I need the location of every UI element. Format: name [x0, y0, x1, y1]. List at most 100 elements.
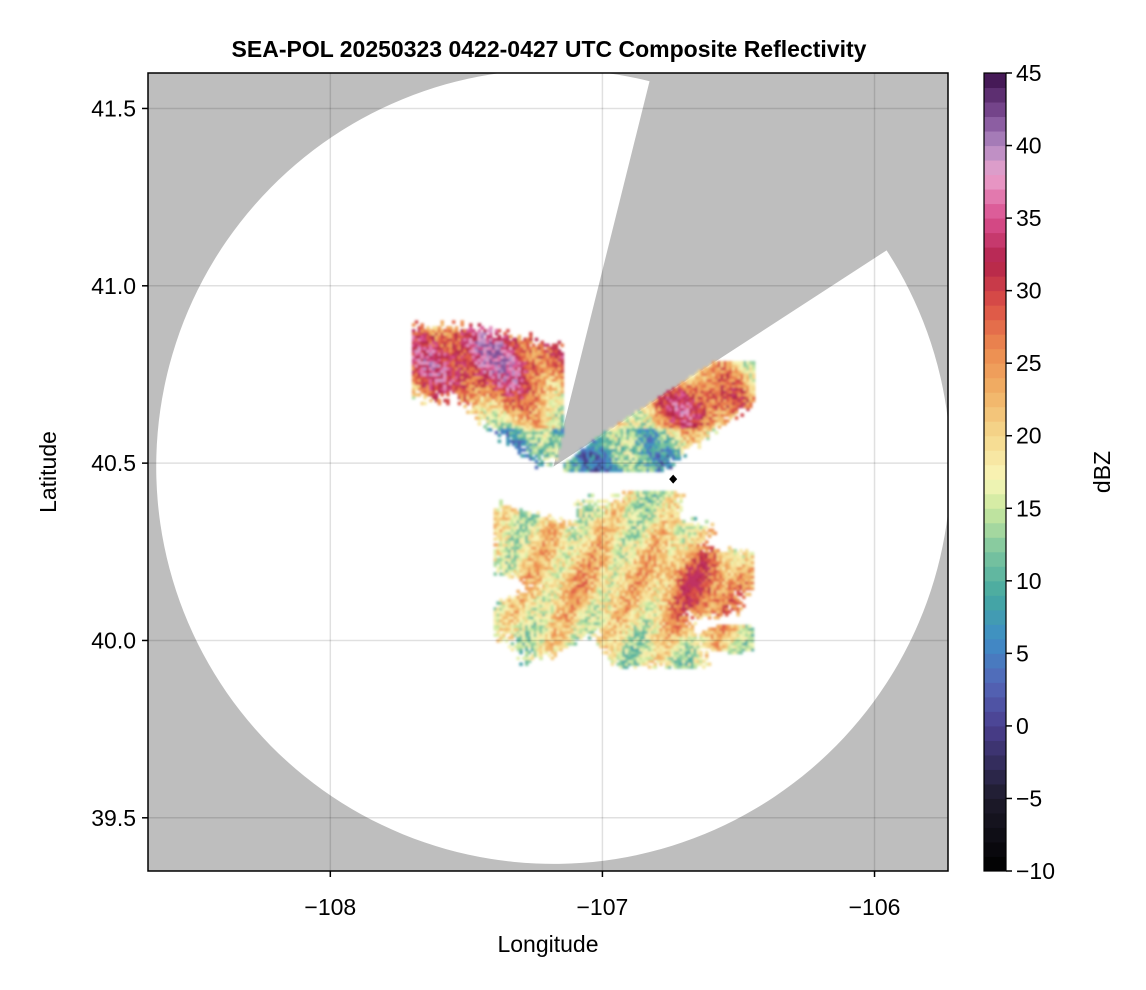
- echo-cell: [723, 407, 727, 412]
- echo-cell: [525, 537, 529, 541]
- echo-cell: [536, 528, 540, 533]
- echo-cell: [477, 366, 482, 371]
- echo-cell: [454, 381, 459, 385]
- echo-cell: [677, 427, 682, 432]
- echo-cell: [493, 519, 498, 524]
- echo-cell: [474, 390, 479, 394]
- echo-cell: [602, 572, 606, 576]
- echo-cell: [694, 410, 699, 414]
- echo-cell: [474, 355, 479, 359]
- echo-cell: [694, 395, 699, 400]
- echo-cell: [619, 589, 623, 594]
- echo-cell: [530, 528, 535, 533]
- echo-cell: [605, 601, 609, 605]
- echo-cell: [551, 398, 556, 403]
- echo-cell: [491, 378, 496, 382]
- echo-cell: [546, 381, 550, 385]
- echo-cell: [596, 554, 600, 559]
- echo-cell: [423, 393, 427, 397]
- echo-cell: [553, 531, 558, 536]
- echo-cell: [440, 393, 444, 397]
- echo-cell: [734, 361, 739, 365]
- echo-cell: [649, 425, 653, 429]
- echo-cell: [700, 413, 704, 417]
- echo-cell: [522, 563, 526, 568]
- echo-cell: [519, 551, 523, 556]
- echo-cell: [613, 551, 618, 556]
- echo-cell: [711, 378, 716, 382]
- echo-cell: [526, 425, 530, 429]
- echo-cell: [545, 586, 549, 591]
- echo-cell: [543, 425, 547, 429]
- echo-cell: [551, 404, 556, 409]
- echo-cell: [469, 395, 473, 400]
- echo-cell: [547, 514, 552, 518]
- echo-cell: [523, 419, 527, 423]
- echo-cell: [579, 517, 583, 521]
- echo-cell: [669, 451, 673, 455]
- echo-cell: [540, 384, 544, 388]
- echo-cell: [599, 601, 603, 605]
- echo-cell: [483, 340, 487, 345]
- echo-cell: [574, 454, 579, 458]
- echo-cell: [674, 398, 679, 403]
- echo-cell: [514, 425, 519, 429]
- echo-cell: [657, 425, 662, 429]
- echo-cell: [466, 340, 470, 345]
- echo-cell: [509, 378, 513, 382]
- echo-cell: [519, 525, 523, 530]
- echo-cell: [505, 627, 509, 632]
- echo-cell: [440, 355, 444, 359]
- echo-cell: [496, 557, 500, 562]
- echo-cell: [460, 349, 464, 353]
- echo-cell: [477, 419, 482, 423]
- echo-cell: [610, 653, 615, 658]
- echo-cell: [596, 514, 600, 518]
- echo-cell: [474, 346, 479, 350]
- echo-cell: [603, 462, 607, 467]
- echo-cell: [500, 395, 504, 400]
- echo-cell: [603, 445, 607, 449]
- echo-cell: [471, 378, 476, 382]
- echo-cell: [557, 430, 562, 435]
- echo-cell: [666, 462, 670, 467]
- echo-cell: [634, 436, 639, 441]
- echo-cell: [505, 534, 509, 538]
- echo-cell: [697, 378, 702, 382]
- echo-cell: [549, 445, 553, 449]
- echo-cell: [686, 387, 690, 391]
- echo-cell: [549, 366, 553, 371]
- echo-cell: [550, 554, 555, 559]
- echo-cell: [423, 340, 427, 345]
- echo-cell: [525, 598, 529, 602]
- echo-cell: [731, 395, 736, 400]
- echo-cell: [590, 549, 595, 553]
- echo-cell: [539, 551, 543, 556]
- echo-cell: [525, 569, 529, 573]
- echo-cell: [526, 433, 530, 438]
- echo-cell: [477, 381, 482, 385]
- echo-cell: [507, 627, 512, 632]
- echo-cell: [509, 343, 513, 348]
- echo-cell: [454, 337, 459, 342]
- echo-cell: [720, 395, 724, 400]
- echo-cell: [694, 372, 699, 377]
- echo-cell: [582, 583, 586, 588]
- echo-cell: [540, 419, 544, 423]
- echo-cell: [582, 589, 586, 594]
- echo-cell: [440, 343, 444, 348]
- echo-cell: [619, 514, 623, 518]
- echo-cell: [714, 404, 719, 409]
- echo-cell: [596, 615, 600, 620]
- echo-cell: [646, 468, 650, 473]
- echo-cell: [711, 366, 716, 371]
- echo-cell: [491, 404, 496, 409]
- echo-cell: [520, 390, 524, 394]
- echo-cell: [560, 363, 564, 368]
- echo-cell: [474, 361, 479, 365]
- echo-cell: [460, 398, 464, 403]
- echo-cell: [509, 422, 513, 426]
- echo-cell: [689, 419, 693, 423]
- echo-cell: [649, 468, 653, 473]
- echo-cell: [607, 537, 612, 541]
